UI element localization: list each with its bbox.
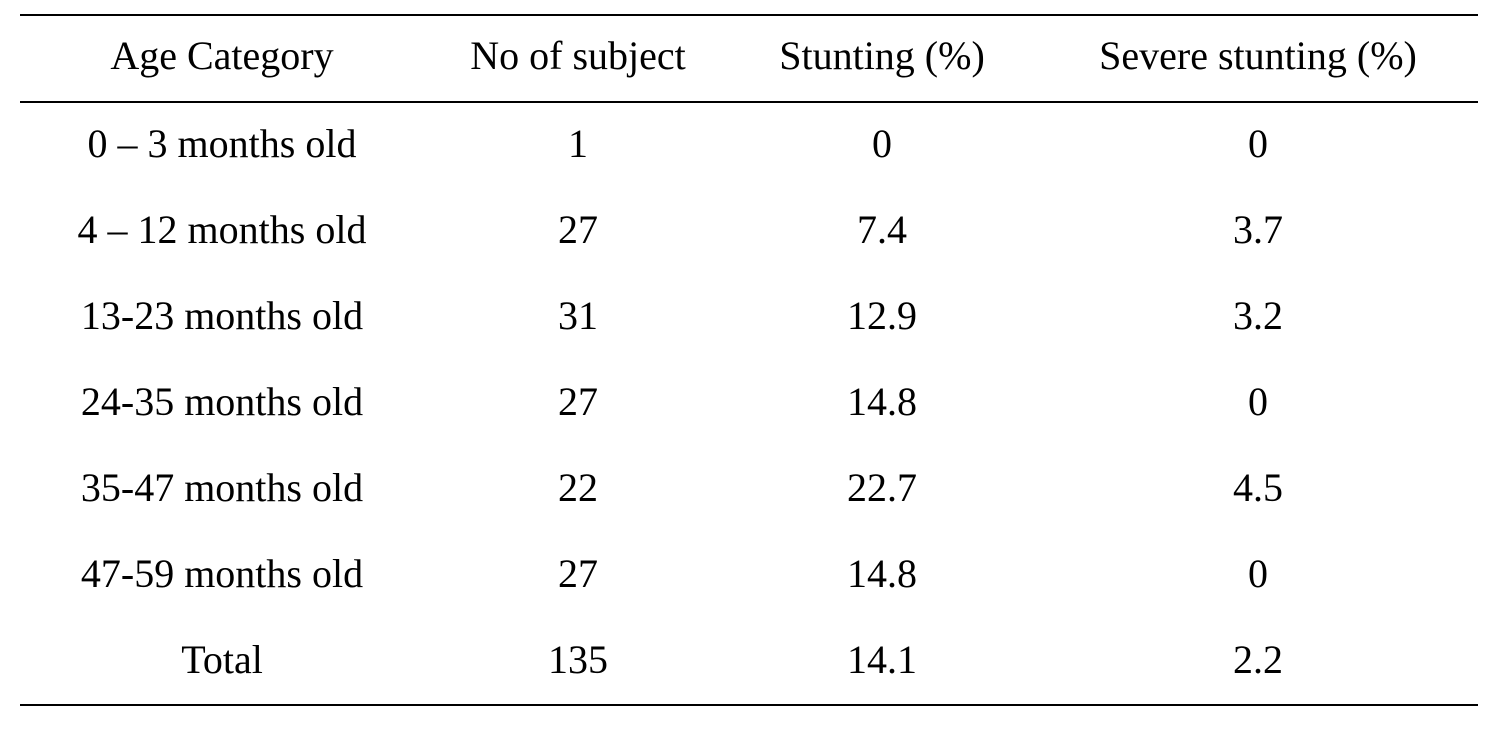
cell: 0 xyxy=(1248,121,1268,166)
row-label: 24-35 months old xyxy=(81,379,363,424)
cell: 27 xyxy=(558,379,598,424)
row-label: 13-23 months old xyxy=(81,293,363,338)
cell: 12.9 xyxy=(847,293,917,338)
cell: 7.4 xyxy=(857,207,907,252)
cell: 3.2 xyxy=(1233,293,1283,338)
cell: 22.7 xyxy=(847,465,917,510)
cell: 2.2 xyxy=(1233,637,1283,682)
cell: 27 xyxy=(558,207,598,252)
cell: 14.1 xyxy=(847,637,917,682)
cell: 135 xyxy=(548,637,608,682)
row-label: 35-47 months old xyxy=(81,465,363,510)
row-label: 0 – 3 months old xyxy=(88,121,357,166)
cell: 0 xyxy=(872,121,892,166)
cell: 3.7 xyxy=(1233,207,1283,252)
cell: 0 xyxy=(1248,551,1268,596)
cell: 1 xyxy=(568,121,588,166)
header-cell: No of subject xyxy=(470,33,686,78)
cell: 14.8 xyxy=(847,551,917,596)
row-label: 4 – 12 months old xyxy=(78,207,367,252)
cell: 0 xyxy=(1248,379,1268,424)
header-cell: Stunting (%) xyxy=(779,33,985,78)
header-cell: Severe stunting (%) xyxy=(1099,33,1417,78)
header-cell: Age Category xyxy=(110,33,333,78)
cell: 27 xyxy=(558,551,598,596)
cell: 4.5 xyxy=(1233,465,1283,510)
cell: 14.8 xyxy=(847,379,917,424)
row-label: 47-59 months old xyxy=(81,551,363,596)
row-label: Total xyxy=(181,637,263,682)
cell: 22 xyxy=(558,465,598,510)
cell: 31 xyxy=(558,293,598,338)
